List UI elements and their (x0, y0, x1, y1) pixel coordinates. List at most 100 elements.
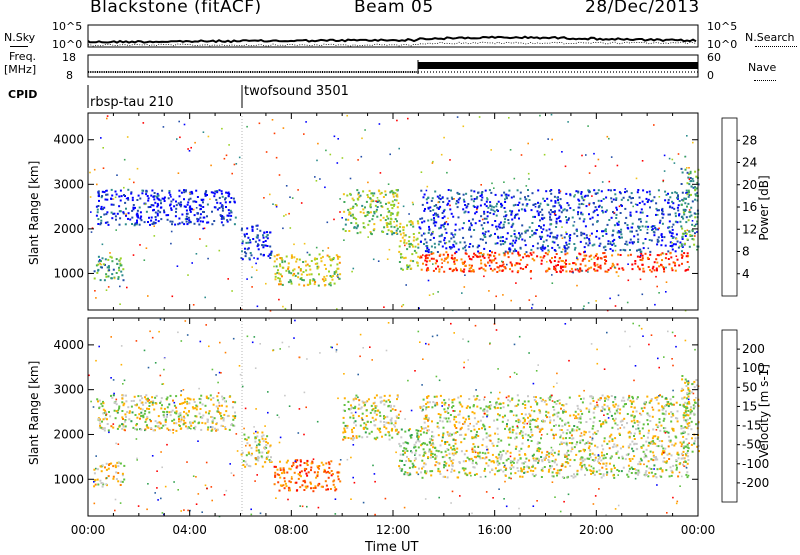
heatmap-cell (601, 477, 603, 479)
heatmap-cell (124, 202, 126, 204)
heatmap-cell (587, 195, 589, 197)
heatmap-cell (469, 472, 471, 474)
heatmap-cell (199, 238, 201, 240)
heatmap-cell (421, 428, 423, 430)
heatmap-cell (123, 479, 125, 481)
heatmap-cell (468, 418, 470, 420)
heatmap-cell (520, 259, 522, 261)
heatmap-cell (593, 421, 595, 423)
heatmap-cell (325, 268, 327, 270)
heatmap-cell (392, 408, 394, 410)
heatmap-cell (584, 246, 586, 248)
heatmap-cell (465, 249, 467, 251)
heatmap-cell (632, 450, 634, 452)
heatmap-cell (453, 269, 455, 271)
heatmap-cell (164, 408, 166, 410)
heatmap-cell (562, 269, 564, 271)
heatmap-cell (533, 396, 535, 398)
heatmap-cell (281, 258, 283, 260)
heatmap-cell (474, 212, 476, 214)
heatmap-cell (480, 262, 482, 264)
heatmap-cell (672, 229, 674, 231)
heatmap-cell (421, 171, 423, 173)
heatmap-cell (183, 420, 185, 422)
heatmap-cell (360, 195, 362, 197)
heatmap-cell (170, 411, 172, 413)
heatmap-cell (489, 426, 491, 428)
heatmap-cell (665, 245, 667, 247)
heatmap-cell (549, 190, 551, 192)
heatmap-cell (447, 476, 449, 478)
heatmap-cell (249, 444, 251, 446)
heatmap-cell (426, 418, 428, 420)
heatmap-cell (554, 213, 556, 215)
heatmap-cell (467, 203, 469, 205)
heatmap-cell (257, 228, 259, 230)
heatmap-cell (305, 486, 307, 488)
heatmap-cell (658, 292, 660, 294)
heatmap-cell (101, 470, 103, 472)
heatmap-cell (100, 465, 102, 467)
heatmap-cell (553, 242, 555, 244)
heatmap-cell (480, 238, 482, 240)
heatmap-cell (629, 437, 631, 439)
heatmap-cell (609, 447, 611, 449)
heatmap-cell (425, 255, 427, 257)
heatmap-cell (453, 246, 455, 248)
heatmap-cell (431, 219, 433, 221)
heatmap-cell (505, 194, 507, 196)
heatmap-cell (187, 274, 189, 276)
heatmap-cell (537, 443, 539, 445)
heatmap-cell (321, 462, 323, 464)
heatmap-cell (155, 219, 157, 221)
heatmap-cell (178, 418, 180, 420)
heatmap-cell (588, 302, 590, 304)
heatmap-cell (652, 268, 654, 270)
heatmap-cell (364, 129, 366, 131)
heatmap-cell (410, 243, 412, 245)
heatmap-cell (639, 430, 641, 432)
heatmap-cell (627, 224, 629, 226)
heatmap-cell (537, 210, 539, 212)
heatmap-cell (216, 410, 218, 412)
heatmap-cell (692, 220, 694, 222)
heatmap-cell (180, 421, 182, 423)
heatmap-cell (339, 211, 341, 213)
heatmap-cell (263, 241, 265, 243)
heatmap-cell (517, 470, 519, 472)
heatmap-cell (515, 282, 517, 284)
heatmap-cell (509, 431, 511, 433)
heatmap-cell (688, 190, 690, 192)
heatmap-cell (315, 477, 317, 479)
heatmap-cell (293, 244, 295, 246)
heatmap-cell (578, 207, 580, 209)
heatmap-cell (283, 215, 285, 217)
heatmap-cell (524, 407, 526, 409)
heatmap-cell (495, 404, 497, 406)
heatmap-cell (568, 454, 570, 456)
heatmap-cell (602, 181, 604, 183)
heatmap-cell (415, 246, 417, 248)
heatmap-cell (640, 251, 642, 253)
heatmap-cell (455, 224, 457, 226)
heatmap-cell (363, 222, 365, 224)
heatmap-cell (441, 451, 443, 453)
heatmap-cell (131, 406, 133, 408)
heatmap-cell (474, 467, 476, 469)
heatmap-cell (596, 404, 598, 406)
heatmap-cell (267, 234, 269, 236)
heatmap-cell (464, 286, 466, 288)
heatmap-cell (515, 420, 517, 422)
heatmap-cell (383, 424, 385, 426)
heatmap-cell (521, 154, 523, 156)
heatmap-cell (214, 428, 216, 430)
heatmap-cell (310, 487, 312, 489)
heatmap-cell (617, 254, 619, 256)
heatmap-cell (670, 466, 672, 468)
heatmap-cell (158, 199, 160, 201)
heatmap-cell (140, 216, 142, 218)
heatmap-cell (344, 410, 346, 412)
heatmap-cell (524, 231, 526, 233)
heatmap-cell (655, 459, 657, 461)
heatmap-cell (338, 478, 340, 480)
